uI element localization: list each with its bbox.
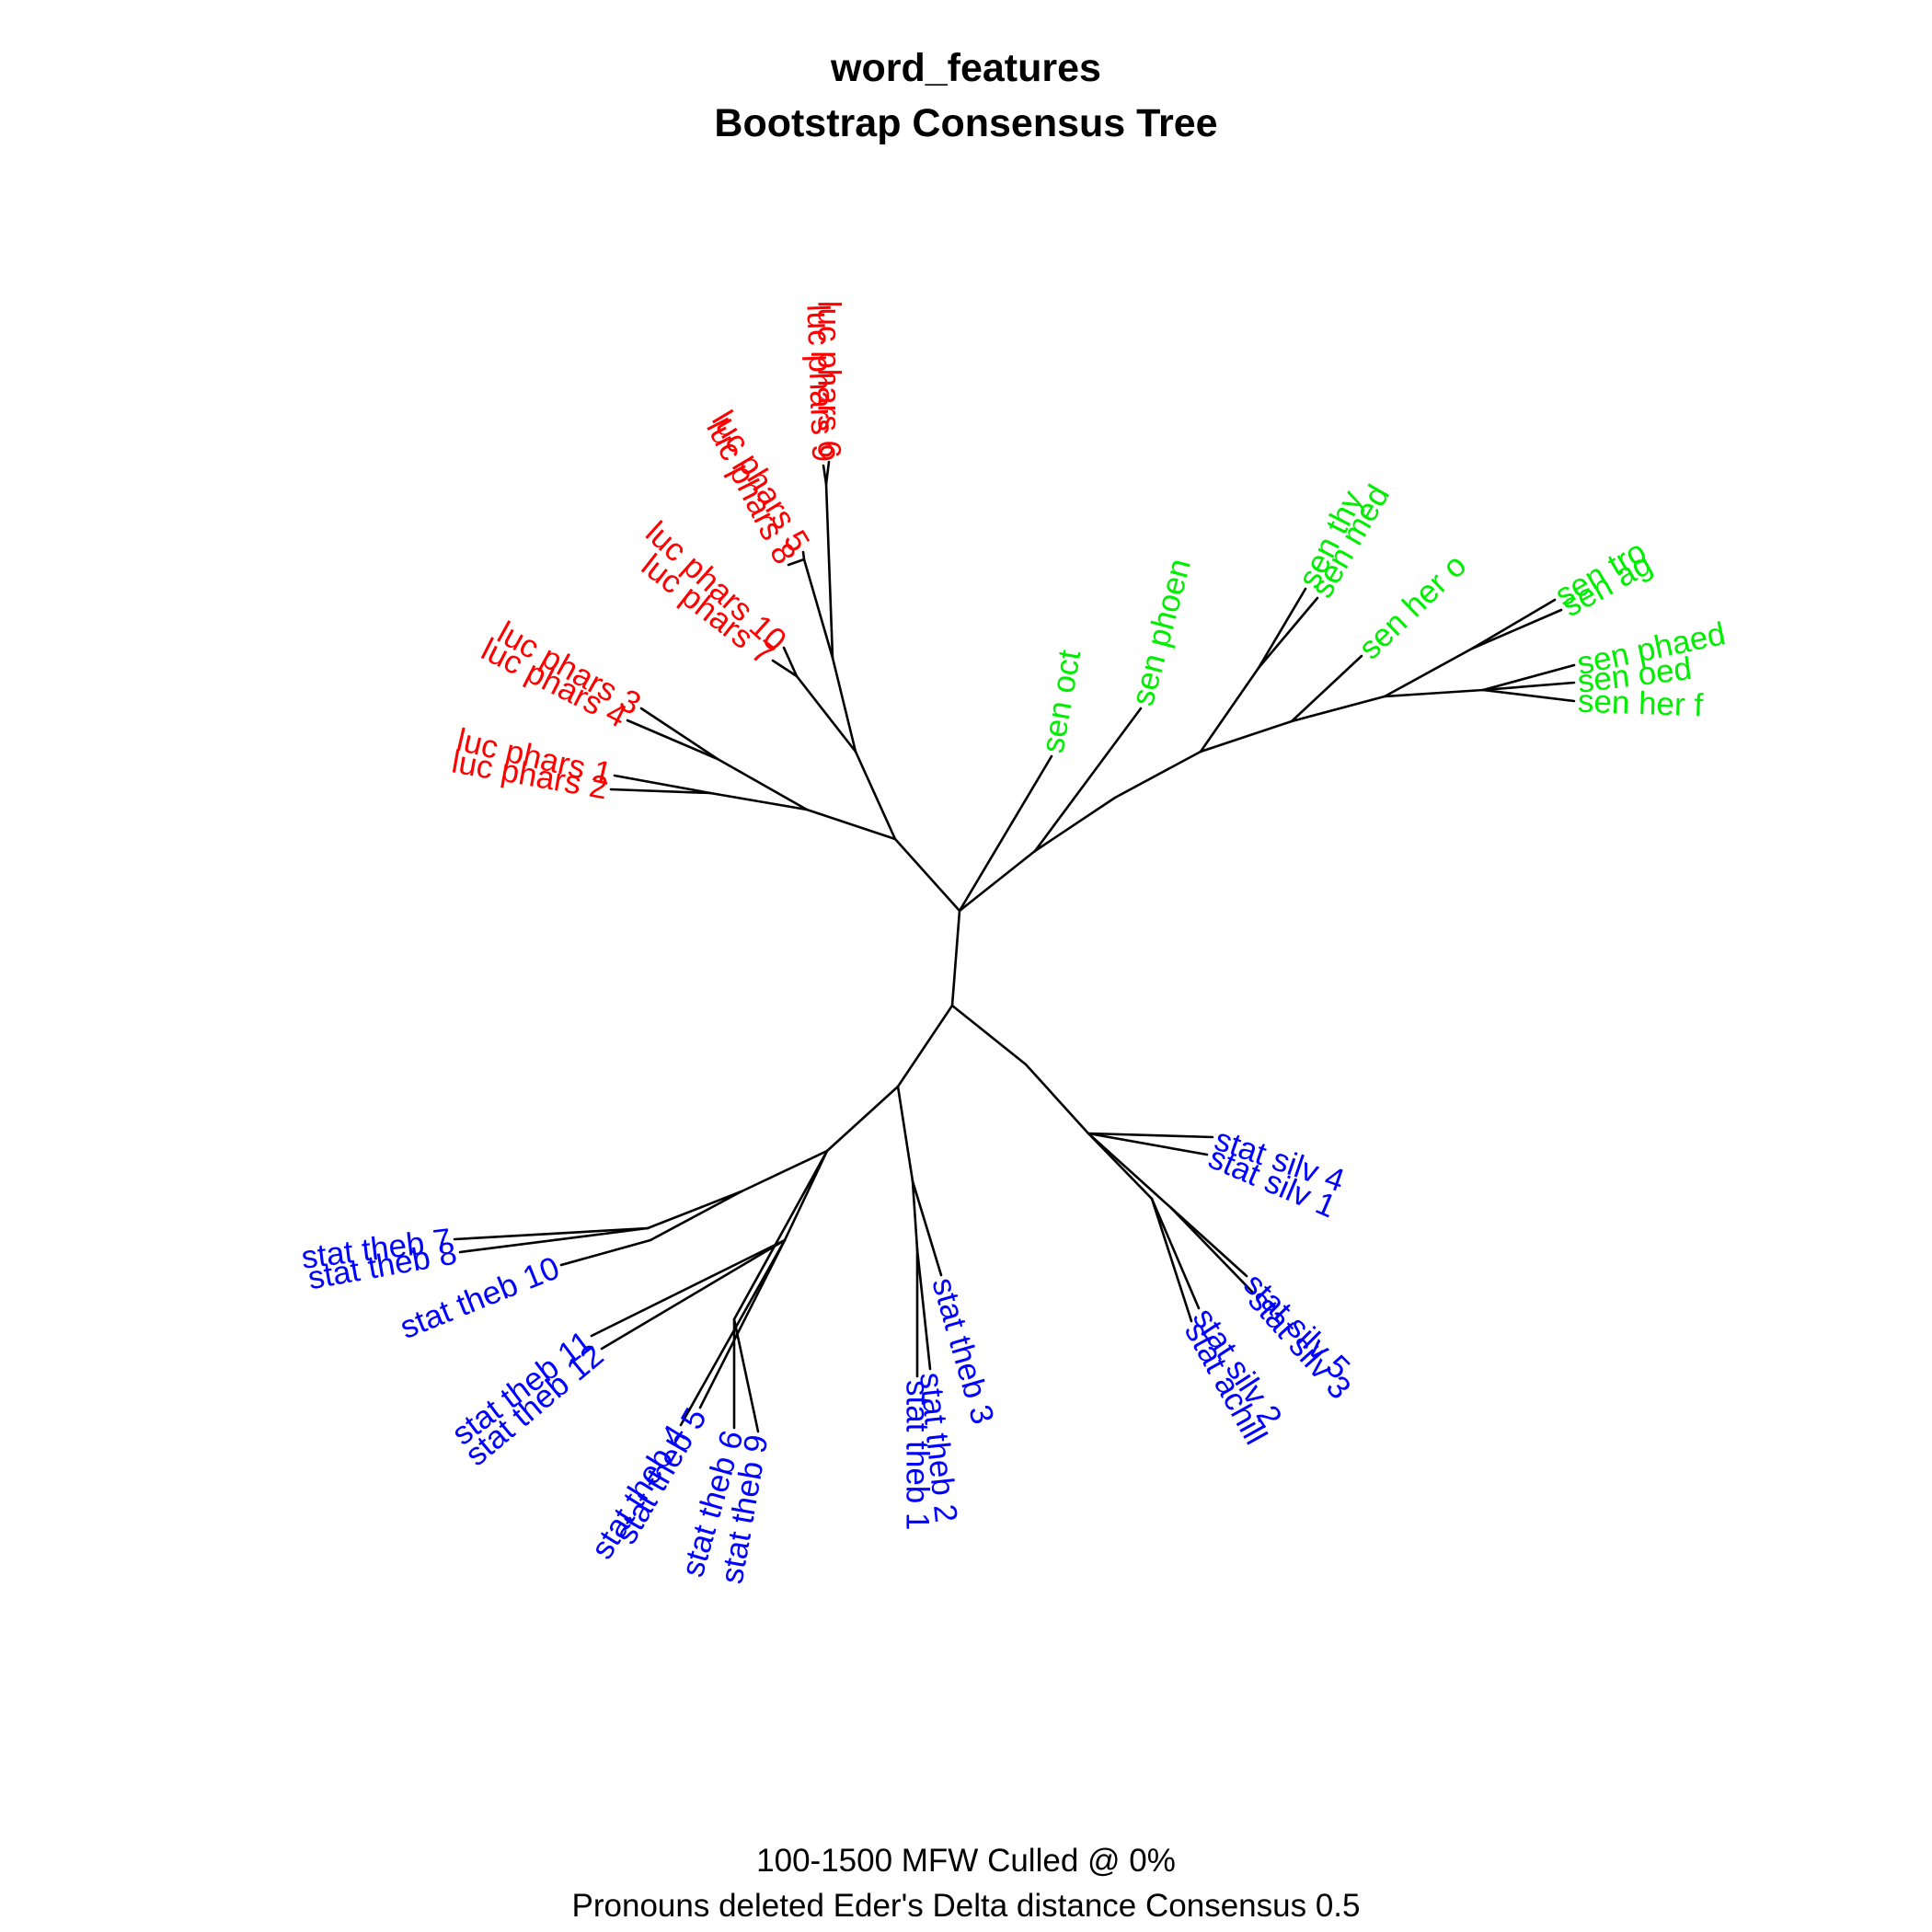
tree-branch	[911, 1179, 919, 1251]
tree-branch	[732, 1149, 829, 1321]
tip-branch	[1470, 608, 1563, 650]
tip-branch	[1169, 1206, 1248, 1278]
tip-label-sen-phoen: sen phoen	[1124, 555, 1198, 709]
tree-branch	[1383, 647, 1474, 698]
tip-branch	[1290, 654, 1363, 723]
tip-branch	[1033, 707, 1143, 853]
tree-branch	[805, 808, 897, 841]
tip-branch	[1257, 596, 1319, 670]
tip-label-sen-oct: sen oct	[1034, 647, 1087, 755]
tip-branch	[1087, 1132, 1214, 1139]
tree-branch	[1383, 688, 1485, 698]
tip-branch	[822, 464, 828, 486]
tip-branch	[801, 550, 806, 561]
tip-branch	[609, 788, 712, 795]
tree-branch	[1290, 695, 1386, 723]
caption-line-2: Pronouns deleted Eder's Delta distance C…	[572, 1888, 1361, 1924]
tree-branch	[896, 1004, 954, 1088]
tree-branch	[950, 1004, 1028, 1066]
tree-branch	[1199, 719, 1294, 753]
tree-branch	[893, 837, 961, 913]
tree-branch	[1024, 1063, 1090, 1135]
tip-branch	[698, 1238, 787, 1409]
tip-branch	[1481, 688, 1576, 703]
tip-branch	[787, 558, 806, 567]
tip-label-sen-her-o: sen her o	[1351, 547, 1473, 666]
tree-branch	[825, 1085, 900, 1153]
tip-branch	[1257, 587, 1307, 670]
tip-branch	[1169, 1206, 1254, 1294]
tip-branch	[958, 754, 1053, 913]
tip-branch	[590, 1238, 787, 1338]
tip-branch	[1481, 681, 1576, 692]
tip-branch	[458, 1226, 650, 1254]
tree-branch	[854, 750, 897, 841]
tree-branch	[1033, 796, 1117, 853]
tip-branch	[559, 1238, 652, 1267]
tree-branch	[1113, 750, 1202, 799]
tree-branches	[453, 460, 1576, 1433]
tip-branch	[600, 1238, 787, 1351]
tip-branch	[1470, 598, 1557, 650]
tip-label-stat-theb-1: stat theb 1	[900, 1380, 936, 1530]
tip-branch	[915, 1248, 932, 1371]
tip-label-luc-phars-9: luc phars 9	[799, 304, 841, 462]
tip-branch	[626, 719, 719, 761]
tree-branch	[958, 849, 1037, 913]
tip-label-luc-phars-6: luc phars 6	[811, 301, 847, 458]
tip-branch	[1087, 1132, 1209, 1156]
tip-branch	[1150, 1197, 1193, 1323]
tree-branch	[1087, 1132, 1173, 1210]
tip-branch	[771, 659, 799, 678]
tip-branch	[732, 1317, 760, 1433]
tree-branch	[649, 1190, 743, 1242]
tip-branch	[1150, 1197, 1201, 1310]
tip-branch	[679, 1238, 787, 1427]
tree-branch	[795, 674, 857, 753]
tree-branch	[896, 1085, 914, 1183]
tip-branch	[911, 1179, 943, 1277]
tip-branch	[1481, 663, 1576, 692]
tree-branch	[1199, 666, 1260, 753]
tip-branch	[613, 774, 712, 795]
tree-branch	[646, 1190, 743, 1230]
tip-branch	[639, 707, 719, 761]
tip-label-sen-her-f: sen her f	[1577, 684, 1704, 724]
tree-branch	[802, 558, 834, 660]
tree-branch	[950, 909, 961, 1007]
figure-title: word_features	[830, 46, 1101, 90]
caption-line-1: 100-1500 MFW Culled @ 0%	[756, 1843, 1176, 1879]
tree-branch	[831, 656, 857, 753]
tree-branch	[740, 1149, 829, 1193]
tip-branch	[453, 1226, 650, 1241]
tip-branch	[782, 646, 799, 678]
tree-branch	[824, 482, 834, 660]
tree-branch	[708, 791, 809, 811]
figure-subtitle: Bootstrap Consensus Tree	[714, 101, 1217, 145]
tree-branch	[716, 757, 809, 811]
